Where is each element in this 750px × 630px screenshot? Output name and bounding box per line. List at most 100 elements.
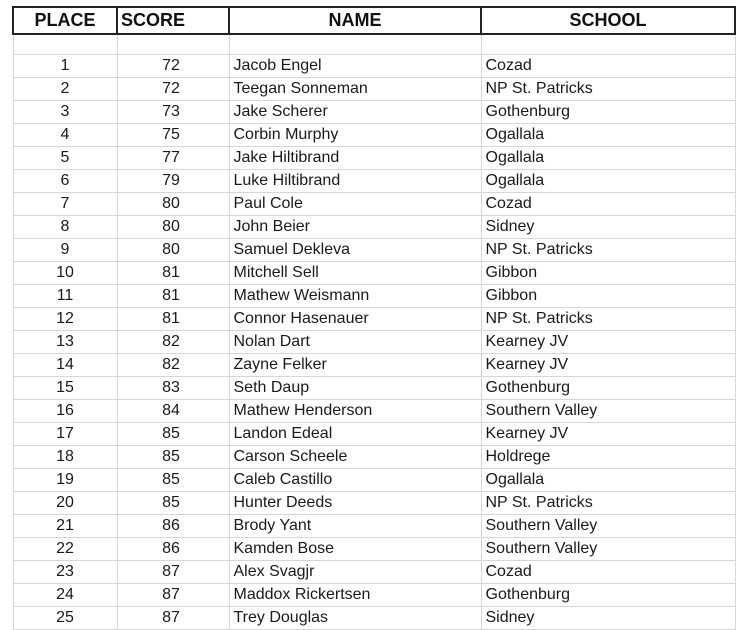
place-cell: 10 xyxy=(12,261,118,285)
score-cell: 80 xyxy=(116,215,230,239)
name-cell: Mathew Weismann xyxy=(228,284,482,308)
name-cell: Hunter Deeds xyxy=(228,491,482,515)
name-cell: Mathew Henderson xyxy=(228,399,482,423)
table-row: 13 82 Nolan Dart Kearney JV xyxy=(12,330,736,354)
school-cell: Southern Valley xyxy=(480,514,736,538)
place-cell: 11 xyxy=(12,284,118,308)
results-table: PLACE SCORE NAME SCHOOL 1 72 Jacob Engel Co… xyxy=(12,6,736,630)
name-cell: Jake Scherer xyxy=(228,100,482,124)
place-cell: 7 xyxy=(12,192,118,216)
name-cell: John Beier xyxy=(228,215,482,239)
score-cell: 81 xyxy=(116,261,230,285)
table-row: 4 75 Corbin Murphy Ogallala xyxy=(12,123,736,147)
place-cell: 24 xyxy=(12,583,118,607)
empty-cell xyxy=(480,33,736,55)
place-cell: 8 xyxy=(12,215,118,239)
place-cell: 9 xyxy=(12,238,118,262)
table-row: 14 82 Zayne Felker Kearney JV xyxy=(12,353,736,377)
table-row: 22 86 Kamden Bose Southern Valley xyxy=(12,537,736,561)
school-cell: Kearney JV xyxy=(480,422,736,446)
table-row: 23 87 Alex Svagjr Cozad xyxy=(12,560,736,584)
name-cell: Connor Hasenauer xyxy=(228,307,482,331)
table-row: 1 72 Jacob Engel Cozad xyxy=(12,54,736,78)
table-row: 17 85 Landon Edeal Kearney JV xyxy=(12,422,736,446)
school-cell: Ogallala xyxy=(480,123,736,147)
place-cell: 25 xyxy=(12,606,118,630)
school-cell: Kearney JV xyxy=(480,330,736,354)
school-cell: NP St. Patricks xyxy=(480,77,736,101)
header-school: SCHOOL xyxy=(480,6,736,35)
place-cell: 17 xyxy=(12,422,118,446)
score-cell: 87 xyxy=(116,606,230,630)
place-cell: 19 xyxy=(12,468,118,492)
score-cell: 80 xyxy=(116,238,230,262)
table-row: 15 83 Seth Daup Gothenburg xyxy=(12,376,736,400)
place-cell: 16 xyxy=(12,399,118,423)
empty-cell xyxy=(12,33,118,55)
place-cell: 4 xyxy=(12,123,118,147)
school-cell: Sidney xyxy=(480,606,736,630)
place-cell: 20 xyxy=(12,491,118,515)
name-cell: Caleb Castillo xyxy=(228,468,482,492)
place-cell: 22 xyxy=(12,537,118,561)
score-cell: 85 xyxy=(116,422,230,446)
table-row: 3 73 Jake Scherer Gothenburg xyxy=(12,100,736,124)
table-row: 11 81 Mathew Weismann Gibbon xyxy=(12,284,736,308)
table-row: 25 87 Trey Douglas Sidney xyxy=(12,606,736,630)
empty-cell xyxy=(116,33,230,55)
name-cell: Mitchell Sell xyxy=(228,261,482,285)
school-cell: Gothenburg xyxy=(480,376,736,400)
table-row: 21 86 Brody Yant Southern Valley xyxy=(12,514,736,538)
table-row: 5 77 Jake Hiltibrand Ogallala xyxy=(12,146,736,170)
header-score: SCORE xyxy=(116,6,230,35)
name-cell: Nolan Dart xyxy=(228,330,482,354)
name-cell: Samuel Dekleva xyxy=(228,238,482,262)
place-cell: 13 xyxy=(12,330,118,354)
name-cell: Landon Edeal xyxy=(228,422,482,446)
school-cell: Cozad xyxy=(480,54,736,78)
table-row: 6 79 Luke Hiltibrand Ogallala xyxy=(12,169,736,193)
school-cell: Ogallala xyxy=(480,169,736,193)
place-cell: 6 xyxy=(12,169,118,193)
table-row: 20 85 Hunter Deeds NP St. Patricks xyxy=(12,491,736,515)
empty-cell xyxy=(228,33,482,55)
school-cell: Southern Valley xyxy=(480,537,736,561)
place-cell: 5 xyxy=(12,146,118,170)
name-cell: Kamden Bose xyxy=(228,537,482,561)
score-cell: 81 xyxy=(116,307,230,331)
name-cell: Seth Daup xyxy=(228,376,482,400)
name-cell: Trey Douglas xyxy=(228,606,482,630)
table-row: 10 81 Mitchell Sell Gibbon xyxy=(12,261,736,285)
school-cell: NP St. Patricks xyxy=(480,491,736,515)
header-name: NAME xyxy=(228,6,482,35)
place-cell: 1 xyxy=(12,54,118,78)
place-cell: 2 xyxy=(12,77,118,101)
name-cell: Jacob Engel xyxy=(228,54,482,78)
score-cell: 82 xyxy=(116,330,230,354)
score-cell: 73 xyxy=(116,100,230,124)
score-cell: 77 xyxy=(116,146,230,170)
place-cell: 23 xyxy=(12,560,118,584)
table-row: 24 87 Maddox Rickertsen Gothenburg xyxy=(12,583,736,607)
score-cell: 79 xyxy=(116,169,230,193)
school-cell: NP St. Patricks xyxy=(480,238,736,262)
name-cell: Brody Yant xyxy=(228,514,482,538)
school-cell: Cozad xyxy=(480,192,736,216)
score-cell: 85 xyxy=(116,491,230,515)
place-cell: 3 xyxy=(12,100,118,124)
score-cell: 72 xyxy=(116,54,230,78)
table-row: 7 80 Paul Cole Cozad xyxy=(12,192,736,216)
school-cell: Gothenburg xyxy=(480,583,736,607)
name-cell: Alex Svagjr xyxy=(228,560,482,584)
score-cell: 83 xyxy=(116,376,230,400)
table-row: 19 85 Caleb Castillo Ogallala xyxy=(12,468,736,492)
score-cell: 86 xyxy=(116,537,230,561)
school-cell: Holdrege xyxy=(480,445,736,469)
score-cell: 85 xyxy=(116,445,230,469)
name-cell: Corbin Murphy xyxy=(228,123,482,147)
place-cell: 14 xyxy=(12,353,118,377)
table-row: 8 80 John Beier Sidney xyxy=(12,215,736,239)
place-cell: 21 xyxy=(12,514,118,538)
school-cell: Gothenburg xyxy=(480,100,736,124)
score-cell: 75 xyxy=(116,123,230,147)
